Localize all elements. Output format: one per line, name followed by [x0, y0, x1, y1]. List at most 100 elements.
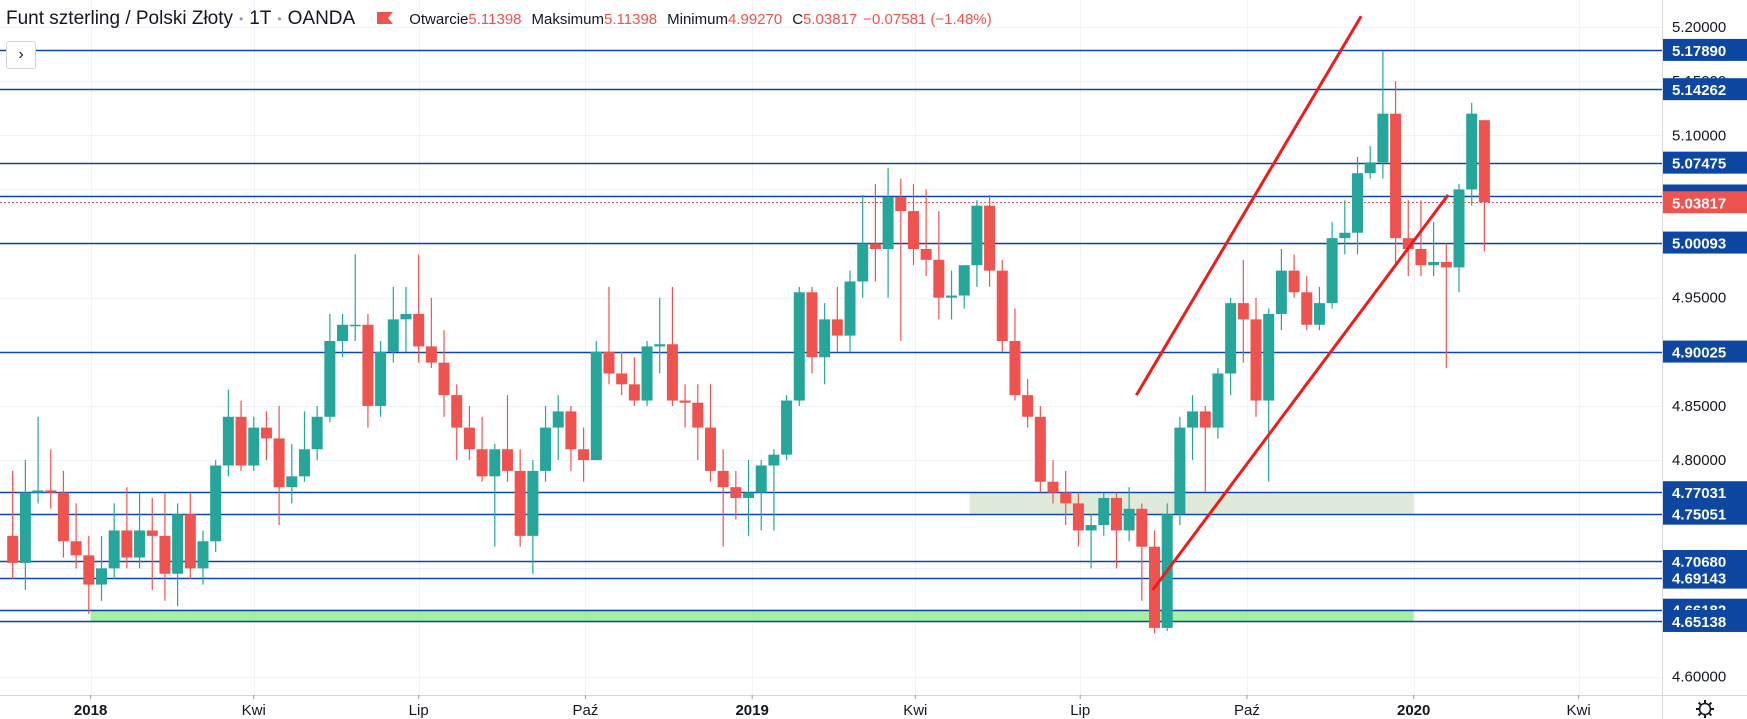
candle-body [235, 416, 247, 466]
candle-body [565, 411, 577, 450]
time-tick-label: 2018 [74, 702, 107, 719]
level-price-tag-bg[interactable] [1663, 549, 1747, 572]
candle-body [248, 427, 260, 466]
time-tick-label: Kwi [1567, 702, 1591, 719]
level-price-tag-bg[interactable] [1663, 502, 1747, 525]
candle-body [1237, 303, 1249, 320]
candle-body [1199, 411, 1211, 428]
time-axis[interactable]: 2018 Kwi Lip Paź 2019 Kwi Lip Paź 2020 Kwi [74, 695, 1591, 719]
level-price-tag-bg[interactable] [1663, 231, 1747, 254]
candle-body [57, 492, 69, 542]
candle-body [717, 470, 729, 488]
candle-body [628, 384, 640, 401]
candle [603, 286, 615, 385]
candle [337, 313, 349, 358]
legend-toggle-button[interactable]: › [6, 41, 36, 69]
level-price-tag[interactable]: 4.65138 [1672, 614, 1726, 631]
candle-body [1098, 497, 1110, 526]
symbol-title[interactable]: Funt szterling / Polski Złoty [6, 8, 234, 29]
candle-body [578, 449, 590, 461]
candle-body [907, 211, 919, 249]
candle [1390, 81, 1402, 266]
price-axis[interactable]: 5.200005.150005.100005.050005.000004.950… [1663, 0, 1747, 695]
candle [387, 286, 399, 363]
candle-body [463, 427, 475, 450]
candle [489, 443, 501, 547]
candle [616, 351, 628, 396]
candle-body [1453, 189, 1465, 268]
candle-body [654, 344, 666, 347]
candle [1199, 405, 1211, 493]
candle [210, 460, 222, 553]
candle [527, 460, 539, 574]
candle [159, 492, 171, 601]
current-price-tag[interactable]: 5.03817 [1672, 195, 1726, 212]
level-price-tag-bg[interactable] [1663, 566, 1747, 589]
candle-body [1072, 503, 1084, 531]
level-price-tag-bg[interactable] [1663, 78, 1747, 101]
candle-body [692, 402, 704, 428]
candle [704, 384, 716, 482]
candle-body [298, 449, 310, 477]
candle-body [146, 530, 158, 536]
level-price-tag-bg[interactable] [1663, 609, 1747, 632]
candle-body [425, 346, 437, 363]
candle-body [1415, 248, 1427, 266]
level-price-tag[interactable]: 5.14262 [1672, 82, 1726, 99]
candle [1428, 221, 1440, 277]
candle [463, 405, 475, 461]
level-price-tag[interactable]: 4.77031 [1672, 485, 1726, 502]
level-price-tag[interactable]: 5.17890 [1672, 43, 1726, 60]
candle [641, 341, 653, 406]
candle-body [1250, 319, 1262, 401]
candle [552, 395, 564, 461]
candle [730, 470, 742, 520]
settings-gear-icon[interactable] [1696, 700, 1714, 718]
candle [45, 449, 57, 509]
candle [1339, 200, 1351, 255]
trend-lines[interactable] [1135, 15, 1450, 591]
level-price-tag[interactable]: 4.75051 [1672, 507, 1726, 524]
current-price-tag-bg[interactable] [1663, 191, 1747, 214]
candle [1466, 102, 1478, 206]
candle [692, 384, 704, 461]
interval-label[interactable]: 1T [249, 8, 272, 29]
candle [717, 449, 729, 547]
candle-body [1288, 270, 1300, 293]
horizontal-levels[interactable] [0, 49, 1662, 623]
level-price-tag[interactable]: 4.69143 [1672, 571, 1726, 588]
candle-body [1034, 416, 1046, 482]
price-tick-label: 5.20000 [1672, 19, 1726, 36]
candle-body [108, 530, 120, 569]
candle-body [32, 490, 44, 493]
candle [1034, 405, 1046, 493]
candle [857, 194, 869, 298]
price-tick-label: 4.95000 [1672, 290, 1726, 307]
candle-body [984, 205, 996, 271]
candle [590, 341, 602, 461]
low-label: Minimum [667, 10, 728, 28]
candle-body [1466, 113, 1478, 190]
candle-body [730, 487, 742, 498]
candle-body [210, 465, 222, 542]
candle [666, 286, 678, 406]
candle-body [121, 530, 133, 558]
level-price-tag-bg[interactable] [1663, 340, 1747, 363]
candle [1187, 395, 1199, 461]
candle [768, 449, 780, 531]
candle-body [172, 514, 184, 574]
change-value: −0.07581 (−1.48%) [863, 10, 992, 28]
level-price-tag[interactable]: 4.90025 [1672, 345, 1726, 362]
flag-icon[interactable] [375, 10, 395, 28]
candle [971, 200, 983, 287]
level-price-tag[interactable]: 5.00093 [1672, 236, 1726, 253]
level-price-tag-bg[interactable] [1663, 38, 1747, 61]
level-price-tag-bg[interactable] [1663, 481, 1747, 504]
trend-line[interactable] [1151, 193, 1450, 591]
chart-legend-header: Funt szterling / Polski Złoty • 1T • OAN… [6, 6, 992, 32]
level-price-tag-bg[interactable] [1663, 151, 1747, 174]
level-price-tag[interactable]: 5.07475 [1672, 156, 1726, 173]
trend-line[interactable] [1135, 15, 1363, 396]
time-tick-label: Paź [1234, 702, 1260, 719]
